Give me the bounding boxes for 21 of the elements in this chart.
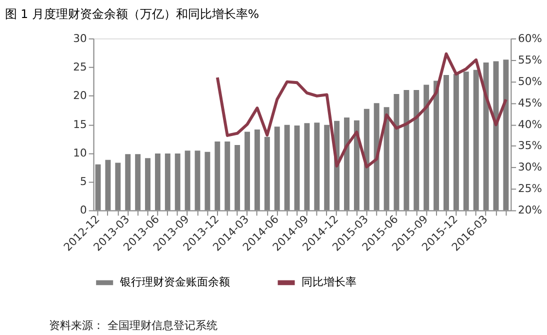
y2-tick-label: 55% [518, 53, 542, 66]
y2-tick-label: 30% [518, 160, 542, 174]
y2-tick-label: 45% [518, 96, 542, 110]
y2-tick-label: 50% [518, 74, 542, 88]
chart-title: 图 1 月度理财资金余额（万亿）和同比增长率% [4, 6, 260, 21]
y-tick-label: 20 [73, 89, 88, 102]
legend-label: 同比增长率 [301, 276, 356, 289]
line-series [216, 52, 508, 168]
y-tick-label: 10 [73, 146, 88, 160]
y-tick-label: 15 [73, 118, 87, 131]
y2-tick-label: 20% [518, 204, 542, 217]
y-tick-label: 25 [73, 60, 87, 74]
legend-label: 银行理财资金账面余额 [118, 276, 230, 289]
y2-tick-label: 60% [518, 32, 542, 45]
y2-tick-label: 25% [518, 182, 542, 196]
text: 资料来源： 全国理财信息登记系统 [49, 319, 218, 332]
y-tick-label: 0 [80, 204, 88, 217]
y-tick-label: 5 [80, 175, 87, 188]
y-tick-label: 30 [73, 32, 88, 45]
y2-tick-label: 35% [518, 139, 542, 152]
y2-tick-label: 40% [518, 118, 542, 131]
